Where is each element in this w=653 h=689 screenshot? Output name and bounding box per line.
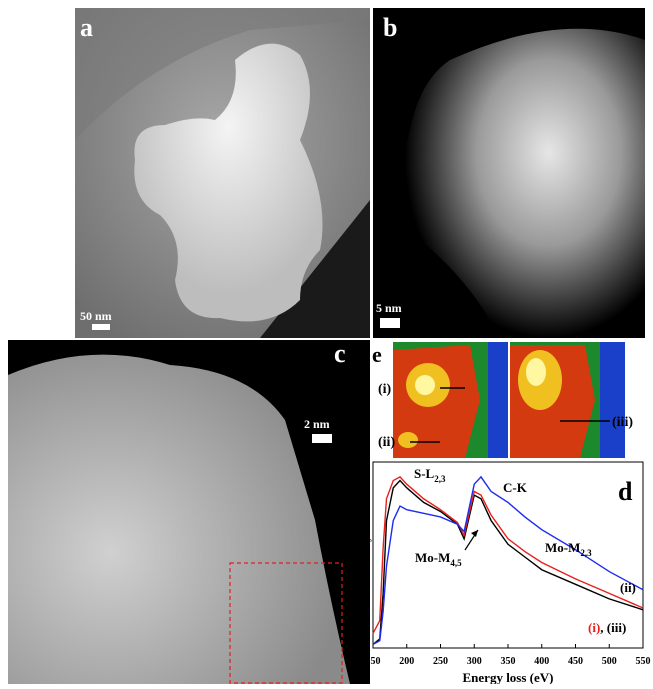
x-tick-label: 250 bbox=[433, 656, 448, 667]
annotation-text: C-K bbox=[503, 480, 528, 495]
panel-label: b bbox=[383, 13, 397, 42]
scale-bar-label: 5 nm bbox=[376, 301, 402, 315]
x-tick-label: 400 bbox=[534, 656, 549, 667]
series-line bbox=[373, 477, 643, 634]
annotation-subscript: 2,3 bbox=[434, 474, 446, 484]
curve-label: (i), (iii) bbox=[588, 620, 626, 635]
annotation: Mo-M4,5 bbox=[415, 550, 462, 568]
x-tick-label: 350 bbox=[501, 656, 516, 667]
panel-e-maps bbox=[393, 342, 625, 458]
scale-bar bbox=[92, 324, 110, 330]
curve-label-part: (iii) bbox=[607, 620, 627, 635]
x-tick-label: 550 bbox=[636, 656, 651, 667]
y-axis-label: Intensity bbox=[360, 536, 372, 578]
x-tick-label: 300 bbox=[467, 656, 482, 667]
figure: a 50 nm b 5 nm c 2 nm e (i) (ii) (iii) d… bbox=[0, 0, 653, 684]
annotation: Mo-M2,3 bbox=[545, 540, 592, 558]
scale-bar bbox=[312, 434, 332, 443]
scale-bar-label: 50 nm bbox=[80, 309, 112, 323]
annotation-text: Mo-M bbox=[415, 550, 450, 565]
curve-label-part: (i) bbox=[588, 620, 600, 635]
annotation-subscript: 4,5 bbox=[450, 558, 462, 568]
x-axis-label: Energy loss (eV) bbox=[463, 670, 554, 684]
annotation: C-K bbox=[503, 480, 528, 495]
point-label: (ii) bbox=[378, 435, 395, 450]
curve-label: (ii) bbox=[620, 580, 636, 595]
point-label: (i) bbox=[378, 382, 392, 397]
panel-label: a bbox=[80, 13, 93, 42]
panel-label: e bbox=[372, 342, 382, 367]
panel-label: c bbox=[334, 339, 346, 368]
annotation-subscript: 2,3 bbox=[580, 548, 592, 558]
x-tick-label: 150 bbox=[366, 656, 381, 667]
panel-label: d bbox=[618, 477, 633, 506]
annotation-text: S-L bbox=[414, 466, 435, 481]
point-label: (iii) bbox=[612, 415, 633, 430]
x-tick-label: 200 bbox=[399, 656, 414, 667]
annotation: S-L2,3 bbox=[414, 466, 446, 484]
annotation-text: Mo-M bbox=[545, 540, 580, 555]
scale-bar-label: 2 nm bbox=[304, 417, 330, 431]
scale-bar bbox=[380, 318, 400, 328]
x-tick-label: 500 bbox=[602, 656, 617, 667]
x-tick-label: 450 bbox=[568, 656, 583, 667]
